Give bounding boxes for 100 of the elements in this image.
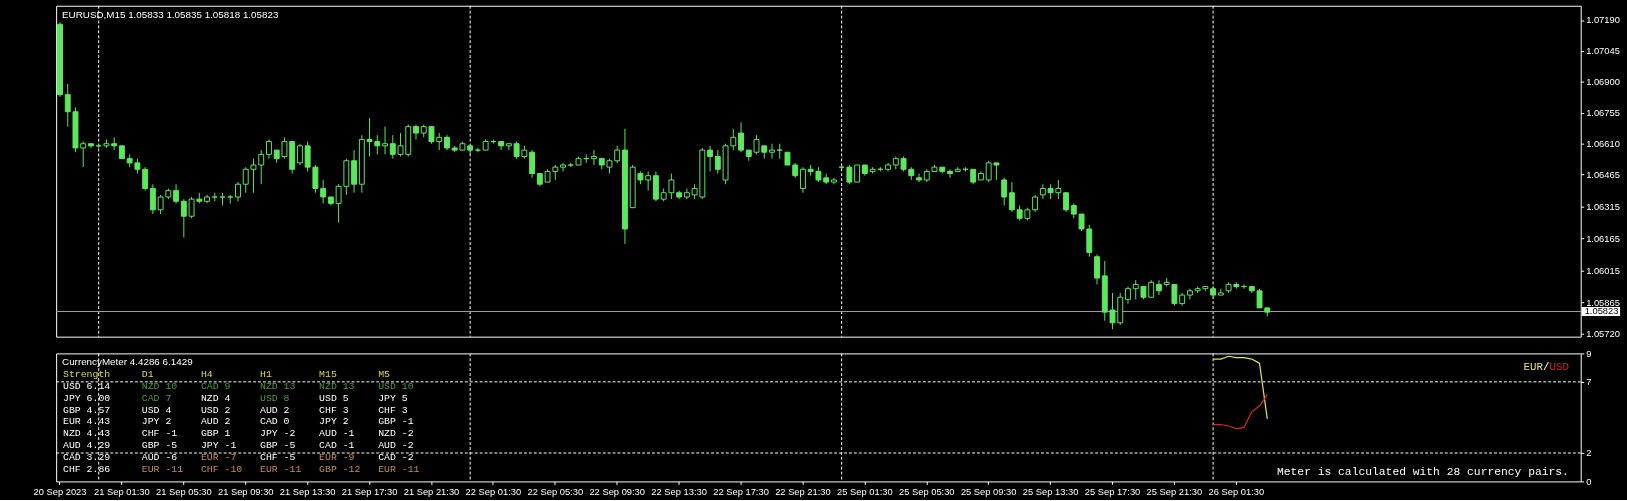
annotation: NZD 4 — [200, 392, 231, 404]
annotation: JPY 5 — [378, 392, 408, 404]
x-tick-label: 22 Sep 05:30 — [527, 486, 584, 497]
annotation: EUR 4.43 — [63, 416, 111, 428]
x-tick-label: 26 Sep 01:30 — [1208, 486, 1265, 497]
candlestick — [1001, 177, 1008, 207]
x-tick-label: 25 Sep 01:30 — [837, 486, 893, 497]
chart-title: EURUSD,M15 1.05833 1.05835 1.05818 1.05823 — [62, 8, 279, 20]
annotation: / — [1542, 361, 1550, 374]
annotation: NZD 13 — [319, 380, 355, 392]
annotation: USD 5 — [319, 392, 349, 404]
candlestick — [1155, 279, 1162, 296]
annotation: JPY -2 — [260, 428, 296, 440]
annotation: GBP -5 — [141, 439, 178, 451]
category-label: Strength — [63, 369, 111, 381]
annotation: AUD -1 — [319, 428, 355, 440]
x-tick-label: 25 Sep 21:30 — [1146, 486, 1203, 497]
x-tick-label: 22 Sep 17:30 — [713, 486, 769, 497]
annotation: USD 10 — [378, 380, 414, 392]
candlestick — [351, 149, 358, 194]
x-tick-label: 25 Sep 09:30 — [960, 486, 1017, 497]
annotation: AUD 2 — [200, 416, 231, 428]
annotation: USD 6.14 — [63, 380, 111, 392]
x-tick-label: 21 Sep 09:30 — [217, 486, 274, 497]
candlestick — [916, 173, 922, 183]
category-label: D1 — [141, 369, 154, 381]
x-tick-label: 21 Sep 05:30 — [156, 486, 212, 497]
annotation: CHF 3 — [319, 404, 349, 416]
text: USD — [1549, 361, 1569, 374]
candlestick — [769, 143, 775, 160]
annotation: JPY -1 — [200, 439, 237, 451]
y-tick-label: 1.05865 — [1586, 298, 1620, 308]
x-tick-label: 21 Sep 17:30 — [341, 486, 398, 497]
annotation: USD 8 — [260, 392, 290, 404]
annotation: AUD -6 — [141, 451, 178, 463]
candlestick — [591, 149, 597, 166]
y-tick-label: 1.07190 — [1586, 15, 1620, 26]
x-tick-label: 22 Sep 21:30 — [775, 486, 831, 497]
annotation: GBP 1 — [200, 428, 231, 440]
annotation: JPY 2 — [141, 416, 172, 428]
candlestick — [652, 170, 659, 202]
candlestick — [1063, 192, 1070, 213]
x-tick-label: 21 Sep 13:30 — [279, 486, 336, 497]
annotation: CAD 0 — [260, 416, 290, 428]
annotation: NZD 13 — [260, 380, 296, 392]
annotation: GBP -12 — [319, 463, 361, 475]
annotation: USD 4 — [141, 404, 172, 416]
annotation: JPY 2 — [319, 416, 349, 428]
annotation: CHF 2.86 — [63, 463, 111, 475]
candlestick — [799, 166, 806, 194]
y-tick-label: 7 — [1586, 377, 1592, 388]
annotation: NZD 10 — [141, 380, 178, 392]
candlestick — [1008, 181, 1015, 213]
y-tick-label: 1.06315 — [1586, 202, 1620, 213]
y-tick-label: 9 — [1586, 348, 1592, 359]
candlestick — [296, 143, 303, 166]
candlestick — [846, 164, 853, 185]
line-series — [1212, 394, 1268, 430]
x-tick-label: 25 Sep 05:30 — [898, 486, 955, 497]
annotation: EUR -7 — [200, 451, 237, 463]
y-tick-label: 2 — [1586, 448, 1592, 459]
annotation: GBP -5 — [260, 439, 296, 451]
annotation: EUR -9 — [319, 451, 355, 463]
annotation: CHF -10 — [200, 463, 243, 475]
y-tick-label: 1.06900 — [1586, 77, 1620, 88]
candlestick — [560, 162, 566, 172]
x-tick-label: 21 Sep 21:30 — [403, 486, 460, 497]
candlestick — [1094, 254, 1100, 285]
x-tick-label: 20 Sep 2023 — [33, 486, 87, 497]
annotation: CAD 7 — [141, 392, 172, 404]
candlestick — [498, 141, 505, 151]
category-label: M15 — [319, 369, 337, 381]
candlestick — [707, 145, 714, 172]
x-tick-label: 25 Sep 13:30 — [1022, 486, 1079, 497]
candlestick — [474, 147, 481, 153]
annotation: USD 2 — [200, 404, 231, 416]
category-label: H4 — [200, 369, 213, 381]
annotation: EUR -11 — [260, 463, 302, 475]
y-tick-label: 1.05720 — [1586, 328, 1620, 339]
annotation: CAD 9 — [200, 380, 231, 392]
annotation: AUD 4.29 — [63, 439, 111, 451]
category-label: M5 — [378, 369, 391, 381]
annotation: AUD 2 — [260, 404, 290, 416]
candlestick — [173, 183, 180, 204]
y-tick-label: 0 — [1586, 476, 1592, 487]
annotation: NZD -2 — [378, 428, 414, 440]
candlestick — [235, 181, 241, 202]
x-tick-label: 25 Sep 17:30 — [1084, 486, 1141, 497]
x-tick-label: 22 Sep 01:30 — [465, 486, 522, 497]
text: EUR — [1523, 361, 1544, 374]
candlestick — [529, 149, 536, 179]
candlestick — [149, 183, 156, 215]
y-tick-label: 1.06755 — [1586, 108, 1620, 119]
annotation: CHF 3 — [378, 404, 408, 416]
candlestick — [947, 168, 953, 179]
y-tick-label: 1.06015 — [1586, 266, 1620, 277]
annotation: JPY 6.00 — [63, 392, 111, 404]
annotation: CAD -2 — [378, 451, 414, 463]
line-series — [1212, 355, 1268, 420]
annotation: CHF -5 — [260, 451, 296, 463]
